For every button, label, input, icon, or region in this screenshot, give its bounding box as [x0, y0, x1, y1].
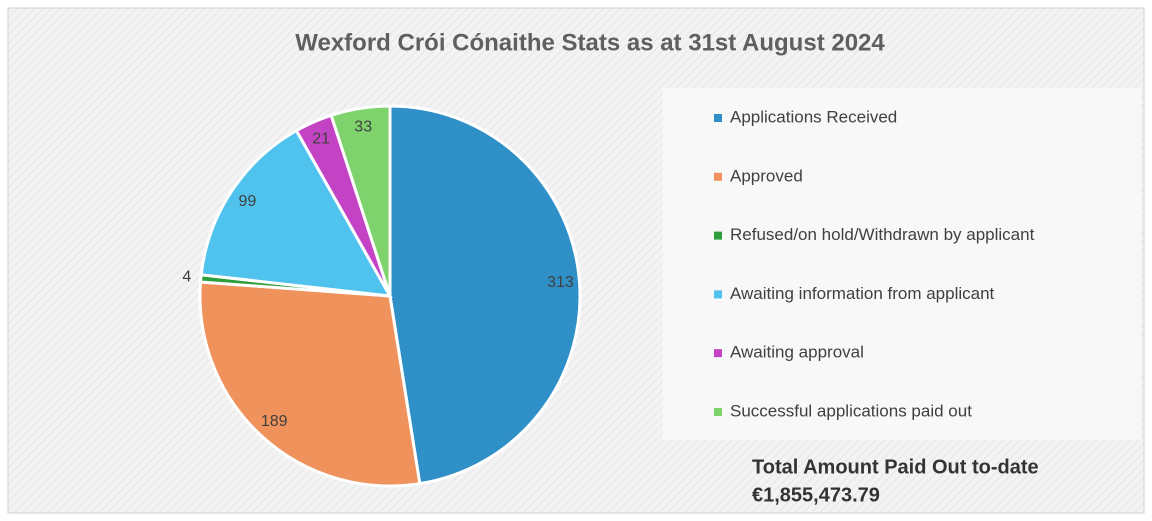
legend-box — [663, 88, 1141, 440]
annotation: Total Amount Paid Out to-date — [752, 456, 1039, 478]
legend-marker — [714, 231, 722, 240]
legend-marker — [714, 172, 722, 181]
pie-slice — [388, 104, 582, 486]
legend-label: Applications Received — [730, 107, 897, 126]
data-label: 21 — [312, 131, 330, 148]
legend-marker — [714, 114, 722, 122]
legend-label: Refused/on hold/Withdrawn by applicant — [730, 225, 1035, 244]
legend-label: Awaiting information from applicant — [730, 284, 995, 303]
data-label: 4 — [182, 268, 191, 285]
legend-label: Successful applications paid out — [730, 401, 972, 420]
data-label: 33 — [354, 118, 372, 135]
legend-label: Awaiting approval — [730, 343, 864, 362]
legend-marker — [714, 408, 722, 416]
legend-marker — [714, 349, 722, 358]
pie-slice — [199, 128, 393, 298]
pie-slice — [329, 104, 392, 297]
annotation: €1,855,473.79 — [752, 484, 880, 506]
data-label: 99 — [238, 193, 256, 210]
data-label: 189 — [261, 413, 288, 430]
legend-label: Approved — [730, 166, 803, 185]
pie-slice — [198, 280, 422, 488]
legend-marker — [714, 290, 722, 299]
data-label: 313 — [547, 274, 574, 291]
chart-title: Wexford Crói Cónaithe Stats as at 31st A… — [295, 29, 885, 56]
